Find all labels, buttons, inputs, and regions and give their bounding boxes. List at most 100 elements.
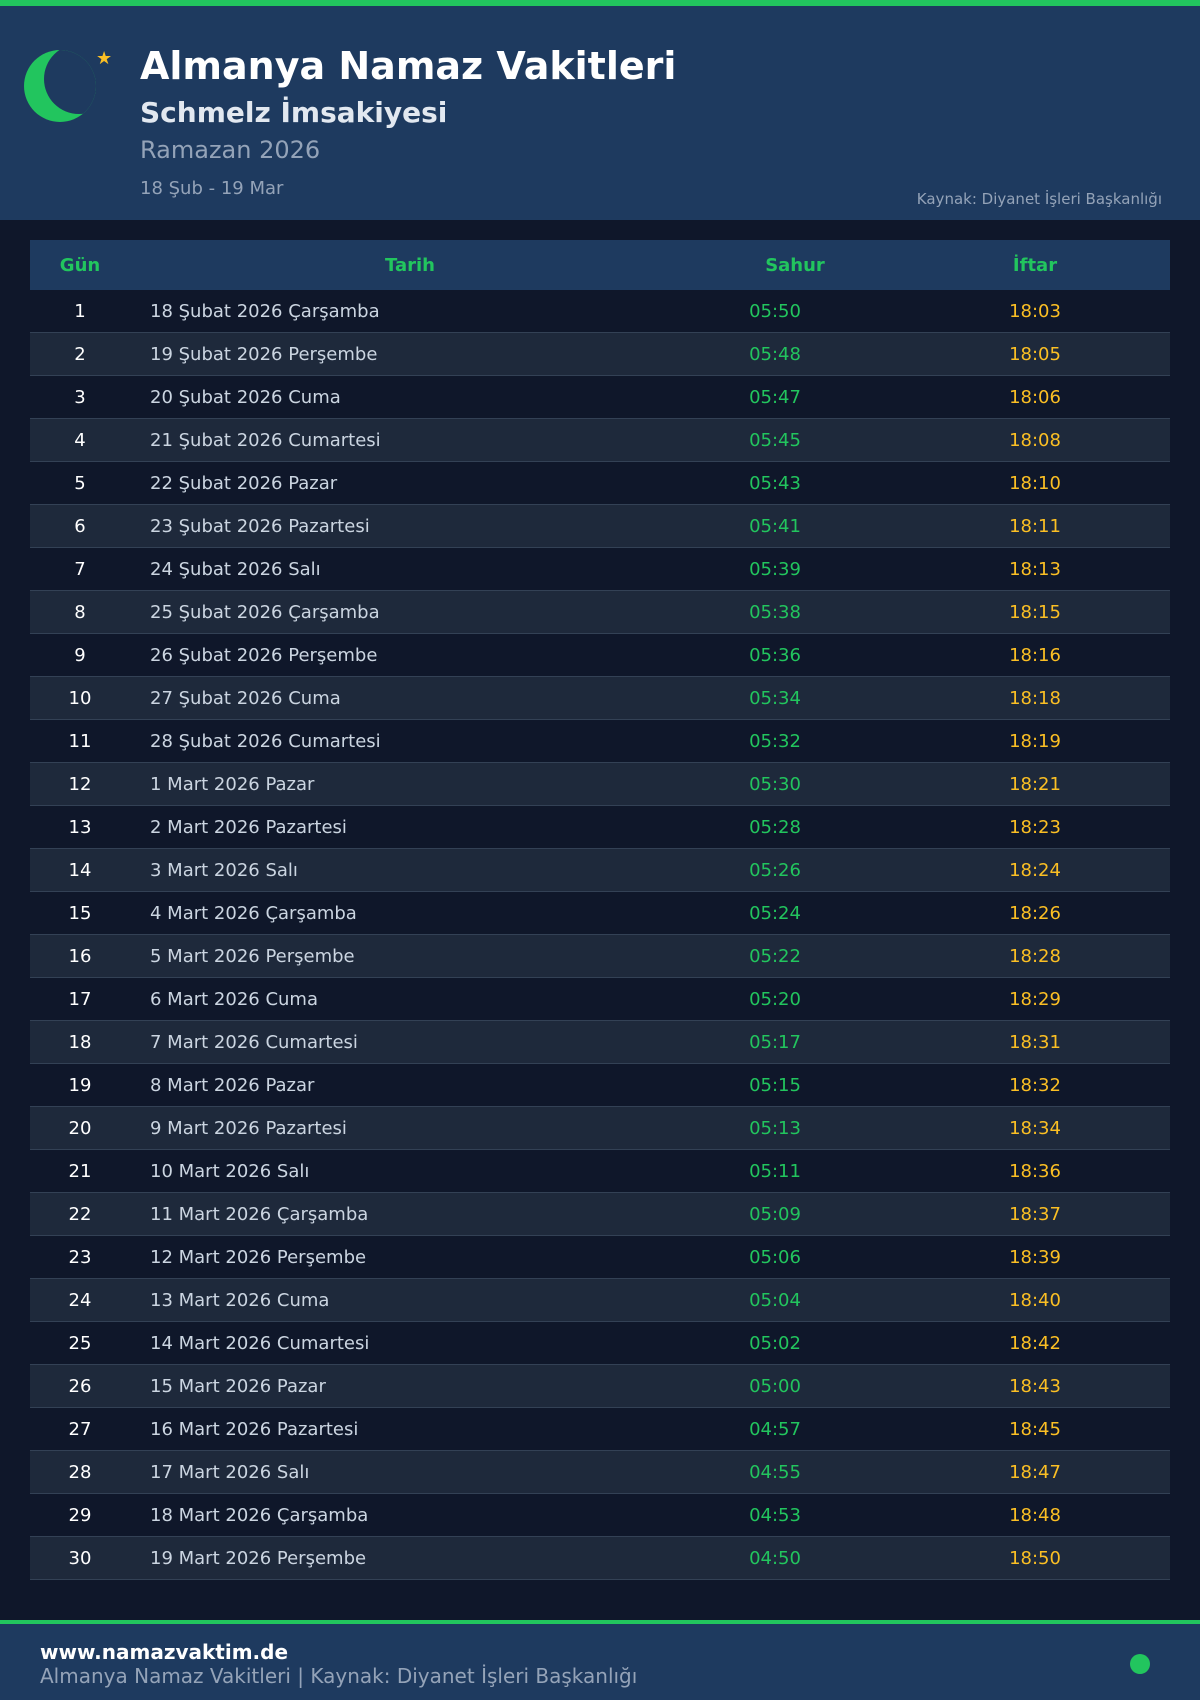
cell-iftar: 18:06 xyxy=(1009,386,1061,408)
cell-day: 26 xyxy=(68,1375,92,1397)
cell-sahur: 05:38 xyxy=(749,601,801,623)
page-title: Almanya Namaz Vakitleri xyxy=(140,44,677,88)
cell-day: 12 xyxy=(68,773,92,795)
cell-sahur: 05:50 xyxy=(749,300,801,322)
table-row: 10 27 Şubat 2026 Cuma 05:34 18:18 xyxy=(30,677,1170,720)
cell-day: 29 xyxy=(68,1504,92,1526)
cell-day: 3 xyxy=(74,386,86,408)
cell-date: 12 Mart 2026 Perşembe xyxy=(150,1246,367,1268)
cell-day: 15 xyxy=(68,902,92,924)
cell-day: 7 xyxy=(74,558,86,580)
table-row: 1 18 Şubat 2026 Çarşamba 05:50 18:03 xyxy=(30,290,1170,333)
cell-sahur: 04:50 xyxy=(749,1547,801,1569)
table-row: 15 4 Mart 2026 Çarşamba 05:24 18:26 xyxy=(30,892,1170,935)
cell-sahur: 05:22 xyxy=(749,945,801,967)
cell-iftar: 18:15 xyxy=(1009,601,1061,623)
cell-sahur: 05:00 xyxy=(749,1375,801,1397)
status-dot-icon xyxy=(1130,1654,1150,1674)
cell-iftar: 18:26 xyxy=(1009,902,1061,924)
footer-accent-line xyxy=(0,1620,1200,1624)
table-row: 6 23 Şubat 2026 Pazartesi 05:41 18:11 xyxy=(30,505,1170,548)
cell-sahur: 05:32 xyxy=(749,730,801,752)
cell-sahur: 05:09 xyxy=(749,1203,801,1225)
table-row: 12 1 Mart 2026 Pazar 05:30 18:21 xyxy=(30,763,1170,806)
table-row: 27 16 Mart 2026 Pazartesi 04:57 18:45 xyxy=(30,1408,1170,1451)
cell-iftar: 18:34 xyxy=(1009,1117,1061,1139)
cell-date: 4 Mart 2026 Çarşamba xyxy=(150,902,357,924)
cell-day: 22 xyxy=(68,1203,92,1225)
cell-iftar: 18:37 xyxy=(1009,1203,1061,1225)
table-row: 20 9 Mart 2026 Pazartesi 05:13 18:34 xyxy=(30,1107,1170,1150)
cell-sahur: 05:04 xyxy=(749,1289,801,1311)
cell-iftar: 18:29 xyxy=(1009,988,1061,1010)
table-row: 8 25 Şubat 2026 Çarşamba 05:38 18:15 xyxy=(30,591,1170,634)
cell-day: 17 xyxy=(68,988,92,1010)
imsakiye-table: Gün Tarih Sahur İftar 1 18 Şubat 2026 Çar… xyxy=(30,240,1170,1580)
cell-day: 11 xyxy=(68,730,92,752)
cell-sahur: 05:17 xyxy=(749,1031,801,1053)
website-link[interactable]: www.namazvaktim.de xyxy=(40,1640,289,1664)
cell-date: 6 Mart 2026 Cuma xyxy=(150,988,318,1010)
cell-iftar: 18:39 xyxy=(1009,1246,1061,1268)
date-range: 18 Şub - 19 Mar xyxy=(140,178,284,199)
cell-iftar: 18:50 xyxy=(1009,1547,1061,1569)
cell-day: 27 xyxy=(68,1418,92,1440)
cell-date: 19 Mart 2026 Perşembe xyxy=(150,1547,367,1569)
cell-date: 25 Şubat 2026 Çarşamba xyxy=(150,601,380,623)
cell-date: 8 Mart 2026 Pazar xyxy=(150,1074,315,1096)
cell-sahur: 05:13 xyxy=(749,1117,801,1139)
cell-iftar: 18:45 xyxy=(1009,1418,1061,1440)
cell-date: 7 Mart 2026 Cumartesi xyxy=(150,1031,358,1053)
cell-date: 3 Mart 2026 Salı xyxy=(150,859,298,881)
cell-sahur: 05:34 xyxy=(749,687,801,709)
cell-day: 4 xyxy=(74,429,86,451)
table-row: 26 15 Mart 2026 Pazar 05:00 18:43 xyxy=(30,1365,1170,1408)
table-row: 3 20 Şubat 2026 Cuma 05:47 18:06 xyxy=(30,376,1170,419)
cell-iftar: 18:40 xyxy=(1009,1289,1061,1311)
cell-sahur: 05:28 xyxy=(749,816,801,838)
cell-date: 16 Mart 2026 Pazartesi xyxy=(150,1418,359,1440)
cell-iftar: 18:36 xyxy=(1009,1160,1061,1182)
table-row: 4 21 Şubat 2026 Cumartesi 05:45 18:08 xyxy=(30,419,1170,462)
column-header-sahur: Sahur xyxy=(765,254,825,276)
cell-sahur: 05:39 xyxy=(749,558,801,580)
table-row: 7 24 Şubat 2026 Salı 05:39 18:13 xyxy=(30,548,1170,591)
cell-day: 14 xyxy=(68,859,92,881)
cell-iftar: 18:11 xyxy=(1009,515,1061,537)
cell-iftar: 18:16 xyxy=(1009,644,1061,666)
page-header: ★ Almanya Namaz Vakitleri Schmelz İmsaki… xyxy=(0,6,1200,220)
cell-date: 9 Mart 2026 Pazartesi xyxy=(150,1117,347,1139)
table-row: 11 28 Şubat 2026 Cumartesi 05:32 18:19 xyxy=(30,720,1170,763)
cell-iftar: 18:24 xyxy=(1009,859,1061,881)
cell-sahur: 05:24 xyxy=(749,902,801,924)
top-accent-bar xyxy=(0,0,1200,6)
cell-iftar: 18:43 xyxy=(1009,1375,1061,1397)
cell-date: 23 Şubat 2026 Pazartesi xyxy=(150,515,370,537)
cell-sahur: 04:55 xyxy=(749,1461,801,1483)
source-label: Kaynak: Diyanet İşleri Başkanlığı xyxy=(916,190,1162,208)
cell-date: 17 Mart 2026 Salı xyxy=(150,1461,310,1483)
cell-sahur: 05:06 xyxy=(749,1246,801,1268)
table-body: 1 18 Şubat 2026 Çarşamba 05:50 18:03 2 19 Şub… xyxy=(30,290,1170,1580)
page-footer: www.namazvaktim.de Almanya Namaz Vakitle… xyxy=(0,1624,1200,1700)
table-row: 9 26 Şubat 2026 Perşembe 05:36 18:16 xyxy=(30,634,1170,677)
cell-date: 28 Şubat 2026 Cumartesi xyxy=(150,730,381,752)
table-row: 29 18 Mart 2026 Çarşamba 04:53 18:48 xyxy=(30,1494,1170,1537)
cell-date: 10 Mart 2026 Salı xyxy=(150,1160,310,1182)
cell-day: 25 xyxy=(68,1332,92,1354)
cell-day: 1 xyxy=(74,300,86,322)
cell-day: 8 xyxy=(74,601,86,623)
table-row: 17 6 Mart 2026 Cuma 05:20 18:29 xyxy=(30,978,1170,1021)
cell-iftar: 18:10 xyxy=(1009,472,1061,494)
cell-day: 30 xyxy=(68,1547,92,1569)
cell-date: 5 Mart 2026 Perşembe xyxy=(150,945,355,967)
table-row: 24 13 Mart 2026 Cuma 05:04 18:40 xyxy=(30,1279,1170,1322)
table-row: 21 10 Mart 2026 Salı 05:11 18:36 xyxy=(30,1150,1170,1193)
table-header: Gün Tarih Sahur İftar xyxy=(30,240,1170,290)
cell-date: 18 Şubat 2026 Çarşamba xyxy=(150,300,380,322)
cell-sahur: 05:45 xyxy=(749,429,801,451)
cell-iftar: 18:47 xyxy=(1009,1461,1061,1483)
table-row: 23 12 Mart 2026 Perşembe 05:06 18:39 xyxy=(30,1236,1170,1279)
cell-day: 6 xyxy=(74,515,86,537)
crescent-moon-icon xyxy=(24,50,96,122)
